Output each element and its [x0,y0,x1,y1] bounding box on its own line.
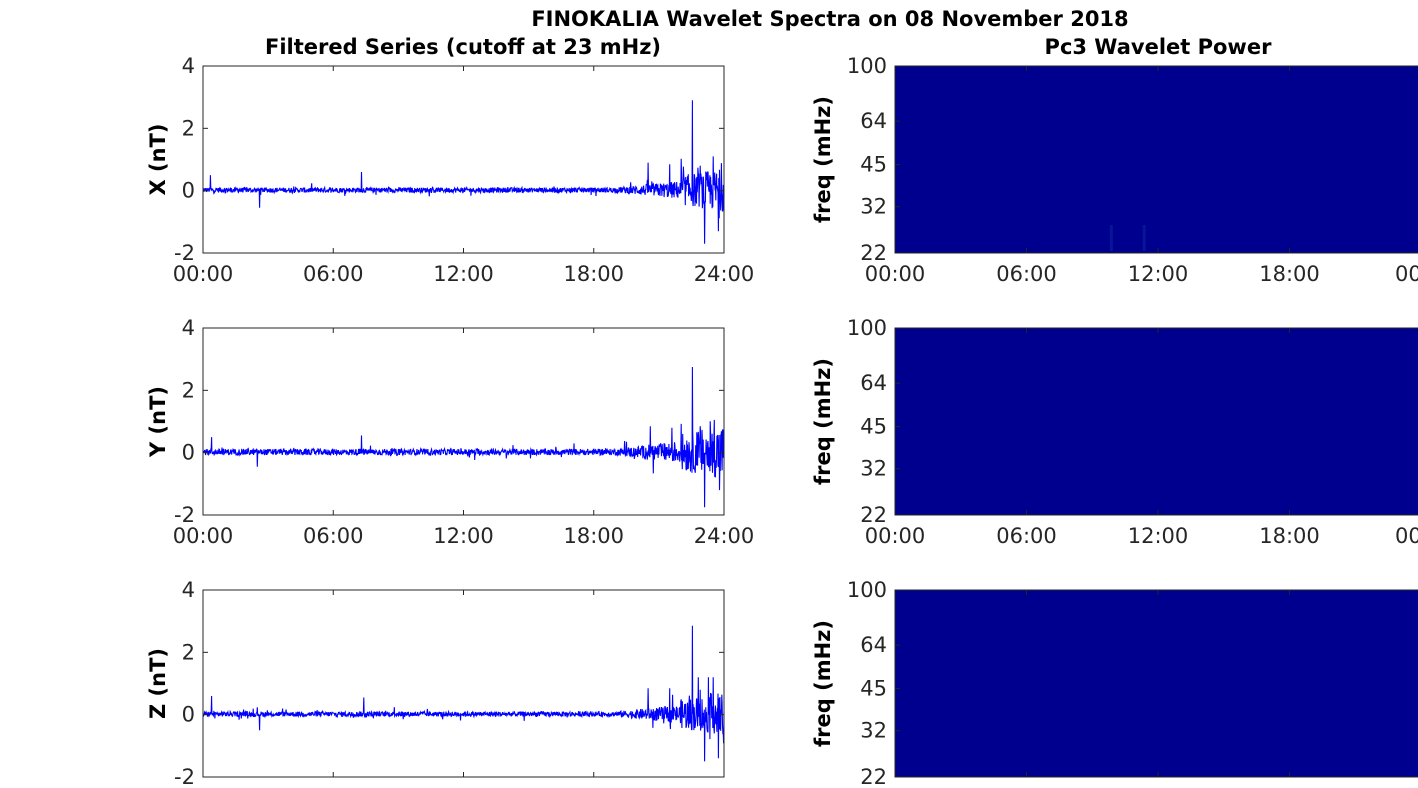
y-tick-label: 64 [860,371,887,395]
y-tick-label: 64 [860,109,887,133]
x-tick-label: 18:00 [1259,262,1320,286]
y-tick-label: 45 [860,415,887,439]
y-axis-label: freq (mHz) [811,358,835,485]
y-tick-label: 0 [182,179,195,203]
filtered-x-trace [202,100,725,244]
y-tick-label: 0 [182,703,195,727]
x-tick-label: 24:00 [694,524,755,548]
y-axis-label: freq (mHz) [811,96,835,223]
x-tick-label: 00 [1395,262,1418,286]
power-streak [1109,225,1113,251]
y-tick-label: -2 [174,241,195,265]
y-tick-label: 4 [182,578,195,602]
y-tick-label: 2 [182,116,195,140]
y-tick-label: 32 [860,719,887,743]
x-tick-label: 18:00 [563,262,624,286]
wavelet-y-panel: 22 32 45 64 100 00:00 06:00 12:00 18:00 00 freq (m… [811,316,1418,548]
filtered-y-trace [202,366,725,508]
x-tick-label: 06:00 [996,262,1057,286]
filtered-z-trace [202,625,725,762]
wavelet-z-panel: 22 32 45 64 100 freq (mHz) [811,578,1418,788]
x-tick-label: 00:00 [173,524,234,548]
y-tick-label: 100 [847,578,887,602]
y-tick-label: 100 [847,54,887,78]
wavelet-x-panel: 22 32 45 64 100 00:00 06:00 12:00 18:00 00 freq (m… [811,54,1418,286]
spectrogram-image [895,328,1418,515]
x-tick-label: 12:00 [1128,262,1189,286]
y-tick-label: -2 [174,765,195,788]
x-tick-label: 18:00 [1259,524,1320,548]
y-tick-label: 22 [860,503,887,527]
x-tick-label: 24:00 [694,262,755,286]
x-tick-label: 12:00 [1128,524,1189,548]
figure-suptitle: FINOKALIA Wavelet Spectra on 08 November… [531,7,1128,31]
y-tick-label: 32 [860,195,887,219]
plot-area [203,328,724,515]
plot-area [203,590,724,777]
y-tick-label: 0 [182,441,195,465]
y-axis-label: Y (nT) [146,386,170,458]
y-tick-label: 22 [860,765,887,788]
panels: -2 0 2 4 00:00 06:00 12:00 18:00 24:00 X (nT) -2 0 2… [146,54,1418,788]
x-tick-label: 00:00 [173,262,234,286]
y-axis-label: X (nT) [146,124,170,196]
x-tick-label: 18:00 [563,524,624,548]
spectrogram-image [895,590,1418,777]
y-tick-label: 4 [182,54,195,78]
x-tick-label: 12:00 [433,262,494,286]
y-axis-label: freq (mHz) [811,620,835,747]
filtered-x-panel: -2 0 2 4 00:00 06:00 12:00 18:00 24:00 X (nT) [146,54,754,286]
y-axis-label: Z (nT) [146,648,170,719]
y-tick-label: 2 [182,378,195,402]
right-column-title: Pc3 Wavelet Power [1045,35,1273,59]
x-tick-label: 00:00 [865,262,926,286]
y-tick-label: 64 [860,633,887,657]
y-tick-label: 32 [860,457,887,481]
x-tick-label: 06:00 [303,262,364,286]
plot-area [203,66,724,253]
x-tick-label: 00:00 [865,524,926,548]
y-tick-label: -2 [174,503,195,527]
x-tick-label: 00 [1395,524,1418,548]
x-tick-label: 12:00 [433,524,494,548]
filtered-z-panel: -2 0 2 4 Z (nT) [146,578,725,788]
power-streak [1142,225,1146,251]
y-tick-label: 45 [860,153,887,177]
spectrogram-image [895,66,1418,253]
y-tick-label: 22 [860,241,887,265]
filtered-y-panel: -2 0 2 4 00:00 06:00 12:00 18:00 24:00 Y (nT) [146,316,754,548]
y-tick-label: 2 [182,640,195,664]
x-tick-label: 06:00 [996,524,1057,548]
left-column-title: Filtered Series (cutoff at 23 mHz) [265,35,661,59]
x-tick-label: 06:00 [303,524,364,548]
y-tick-label: 45 [860,677,887,701]
y-tick-label: 4 [182,316,195,340]
y-tick-label: 100 [847,316,887,340]
